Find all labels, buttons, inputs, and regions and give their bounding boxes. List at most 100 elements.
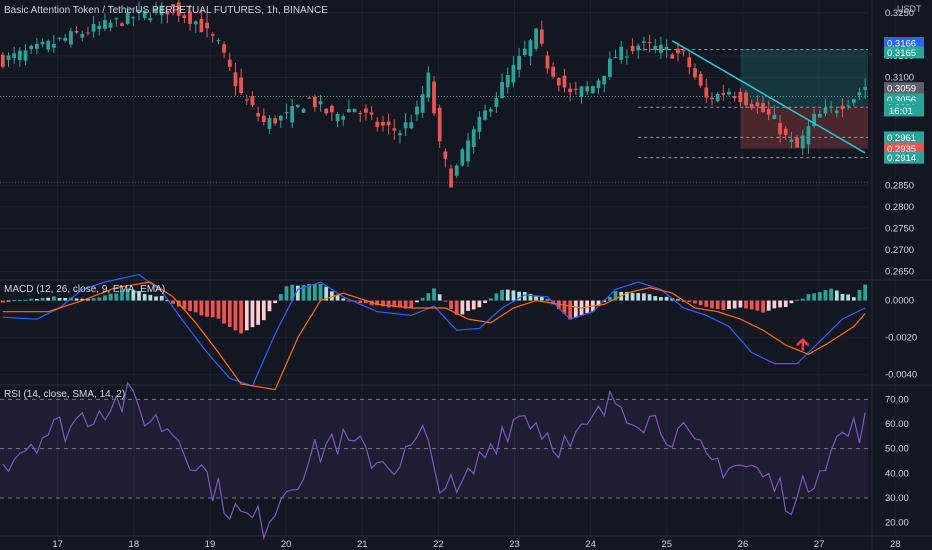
candle-body bbox=[330, 105, 334, 113]
macd-histogram-bar bbox=[335, 294, 340, 301]
macd-histogram-bar bbox=[91, 298, 96, 301]
macd-histogram-bar bbox=[647, 294, 652, 301]
candle-body bbox=[12, 53, 17, 58]
candle-body bbox=[500, 82, 504, 99]
candle-body bbox=[800, 135, 805, 149]
macd-histogram-bar bbox=[789, 300, 794, 304]
macd-histogram-bar bbox=[341, 298, 346, 301]
macd-histogram-bar bbox=[256, 300, 261, 325]
price-axis-tick: 0.2750 bbox=[885, 223, 914, 234]
macd-histogram-bar bbox=[403, 300, 408, 309]
macd-histogram-bar bbox=[17, 300, 22, 302]
price-axis-tick: 0.3100 bbox=[885, 72, 914, 83]
candle-body bbox=[312, 96, 317, 108]
candle-body bbox=[420, 94, 425, 113]
candle-body bbox=[142, 10, 147, 18]
time-axis-tick: 27 bbox=[814, 539, 825, 550]
candle-body bbox=[193, 21, 198, 25]
candle-body bbox=[23, 50, 28, 61]
macd-histogram-bar bbox=[744, 300, 748, 309]
macd-histogram-bar bbox=[103, 295, 107, 301]
countdown-tag-bg bbox=[884, 104, 924, 117]
candle-body bbox=[250, 95, 255, 106]
macd-histogram-bar bbox=[517, 291, 521, 301]
macd-histogram-bar bbox=[653, 296, 658, 301]
macd-histogram-bar bbox=[528, 293, 533, 301]
macd-histogram-bar bbox=[324, 286, 329, 301]
macd-histogram-bar bbox=[471, 300, 476, 310]
macd-histogram-bar bbox=[35, 299, 39, 301]
candle-body bbox=[795, 137, 799, 148]
candle-body bbox=[205, 22, 209, 29]
candle-body bbox=[761, 102, 765, 113]
candle-body bbox=[483, 110, 487, 120]
candle-body bbox=[352, 108, 357, 113]
target-price-tag: 0.3166 bbox=[887, 39, 916, 50]
macd-histogram-bar bbox=[727, 300, 731, 309]
candle-body bbox=[364, 108, 368, 113]
long-position-profit-zone bbox=[740, 49, 868, 108]
candle-body bbox=[324, 108, 329, 114]
candle-body bbox=[630, 45, 635, 52]
macd-histogram-bar bbox=[846, 294, 851, 301]
macd-histogram-bar bbox=[522, 291, 527, 301]
candle-body bbox=[386, 121, 391, 126]
candle-body bbox=[817, 113, 822, 118]
macd-histogram-bar bbox=[295, 285, 300, 301]
macd-histogram-bar bbox=[46, 297, 51, 301]
macd-histogram-bar bbox=[483, 300, 487, 304]
candle-body bbox=[239, 77, 243, 94]
time-axis-tick: 22 bbox=[433, 539, 444, 550]
macd-histogram-bar bbox=[227, 300, 232, 327]
macd-histogram-bar bbox=[710, 300, 714, 309]
candle-body bbox=[613, 57, 618, 59]
macd-axis-tick: -0.0040 bbox=[885, 370, 917, 381]
candle-body bbox=[199, 18, 204, 33]
candle-body bbox=[159, 5, 164, 16]
target-price-tag-bg bbox=[884, 37, 924, 50]
macd-line bbox=[2, 273, 866, 387]
candle-body bbox=[545, 55, 550, 69]
candle-body bbox=[210, 34, 215, 36]
macd-histogram-bar bbox=[783, 300, 788, 307]
macd-histogram-bar bbox=[460, 300, 465, 315]
candle-body bbox=[625, 56, 629, 58]
candle-body bbox=[681, 50, 686, 52]
macd-histogram-bar bbox=[358, 300, 363, 303]
candle-body bbox=[182, 15, 187, 18]
candle-body bbox=[256, 113, 261, 117]
rsi-indicator-label[interactable]: RSI (14, close, SMA, 14, 2) bbox=[4, 389, 126, 400]
candle-body bbox=[846, 105, 851, 107]
candle-body bbox=[590, 86, 595, 94]
macd-histogram-bar bbox=[97, 297, 102, 301]
macd-histogram-bar bbox=[659, 297, 663, 301]
candle-body bbox=[40, 41, 45, 45]
candle-body bbox=[97, 25, 102, 30]
candle-body bbox=[216, 40, 221, 42]
macd-histogram-bar bbox=[454, 300, 459, 315]
candle-body bbox=[188, 11, 192, 24]
candle-body bbox=[863, 86, 868, 90]
candle-body bbox=[176, 2, 181, 16]
macd-axis-tick: 0.0000 bbox=[885, 296, 914, 307]
macd-indicator-label[interactable]: MACD (12, 26, close, 9, EMA, EMA) bbox=[4, 284, 166, 295]
macd-histogram-bar bbox=[347, 300, 351, 302]
rsi-axis-tick: 20.00 bbox=[885, 518, 909, 529]
candle-body bbox=[710, 97, 714, 100]
macd-histogram-bar bbox=[817, 292, 822, 301]
candle-body bbox=[505, 75, 510, 88]
candle-body bbox=[602, 75, 607, 85]
candle-body bbox=[528, 40, 533, 57]
candle-body bbox=[727, 91, 731, 95]
candle-body bbox=[789, 139, 794, 142]
macd-histogram-bar bbox=[625, 292, 629, 301]
macd-histogram-bar bbox=[250, 300, 255, 328]
candle-body bbox=[35, 43, 39, 49]
candle-body bbox=[261, 115, 266, 122]
macd-histogram-bar bbox=[687, 300, 692, 303]
price-axis-tick: 0.2850 bbox=[885, 180, 914, 191]
candle-body bbox=[829, 106, 833, 108]
macd-histogram-bar bbox=[392, 300, 397, 308]
candle-body bbox=[659, 44, 663, 53]
